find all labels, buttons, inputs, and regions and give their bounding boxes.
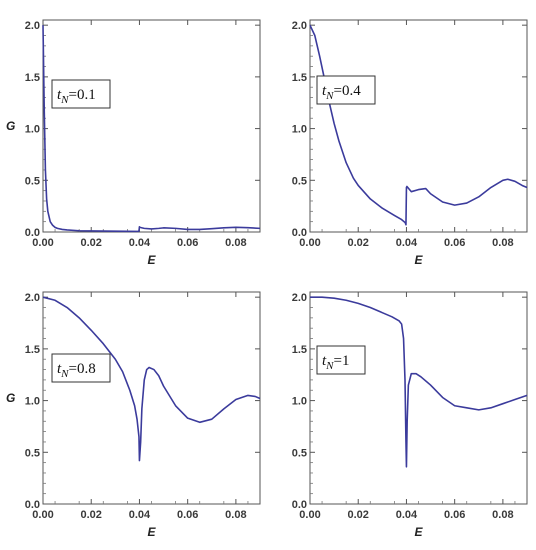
x-tick-label: 0.02 xyxy=(81,509,102,521)
annotation-box xyxy=(316,75,376,105)
x-tick-label: 0.04 xyxy=(396,237,418,249)
x-axis-label: E xyxy=(414,253,423,267)
annotation-box xyxy=(51,79,111,109)
plot-frame xyxy=(309,19,528,233)
y-tick-label: 2.0 xyxy=(25,292,40,304)
y-tick-label: 0.0 xyxy=(25,227,40,239)
x-tick-label: 0.02 xyxy=(348,509,369,521)
y-tick-label: 1.0 xyxy=(25,124,40,136)
y-tick-label: 0.0 xyxy=(292,499,307,511)
x-tick-label: 0.08 xyxy=(225,237,246,249)
y-tick-label: 0.0 xyxy=(25,499,40,511)
plot-frame xyxy=(42,19,261,233)
y-tick-label: 1.5 xyxy=(25,72,40,84)
x-axis-label: E xyxy=(147,253,156,267)
x-tick-label: 0.08 xyxy=(492,509,513,521)
annotation-text: tN=0.4 xyxy=(322,83,361,102)
x-tick-label: 0.02 xyxy=(81,237,102,249)
x-tick-label: 0.00 xyxy=(32,237,53,249)
annotation-box xyxy=(316,345,366,375)
y-tick-label: 0.0 xyxy=(292,227,307,239)
plot-frame xyxy=(309,291,528,505)
series-line xyxy=(42,25,261,233)
x-tick-label: 0.04 xyxy=(129,237,151,249)
x-tick-label: 0.02 xyxy=(348,237,369,249)
y-tick-label: 1.5 xyxy=(25,344,40,356)
y-tick-label: 2.0 xyxy=(25,20,40,32)
panel-4: 0.00 0.02 0.04 0.06 0.08 0.0 0.5 1.0 1.5 2.0 EtN=1 xyxy=(292,291,528,539)
x-tick-label: 0.06 xyxy=(177,237,198,249)
x-axis-label: E xyxy=(147,525,156,539)
panel-2: 0.00 0.02 0.04 0.06 0.08 0.0 0.5 1.0 1.5 2.0 EtN=0… xyxy=(292,19,528,267)
x-tick-label: 0.04 xyxy=(129,509,151,521)
y-tick-label: 0.5 xyxy=(292,175,307,187)
x-tick-label: 0.08 xyxy=(225,509,246,521)
x-tick-label: 0.06 xyxy=(177,509,198,521)
x-tick-label: 0.00 xyxy=(299,237,320,249)
y-tick-label: 0.5 xyxy=(25,447,40,459)
y-tick-label: 1.0 xyxy=(25,396,40,408)
plot-frame xyxy=(42,291,261,505)
y-tick-label: 0.5 xyxy=(25,175,40,187)
panel-3: 0.00 0.02 0.04 0.06 0.08 0.0 0.5 1.0 1.5 2.0 E GtN=… xyxy=(6,291,261,539)
x-tick-label: 0.06 xyxy=(444,509,465,521)
annotation-text: tN=1 xyxy=(322,353,349,372)
annotation-text: tN=0.8 xyxy=(57,361,96,380)
series-line xyxy=(309,24,528,226)
series-line xyxy=(42,296,261,462)
y-axis-label: G xyxy=(6,391,15,405)
x-tick-label: 0.04 xyxy=(396,509,418,521)
x-axis-label: E xyxy=(414,525,423,539)
y-tick-label: 1.5 xyxy=(292,344,307,356)
panel-1: 0.00 0.02 0.04 0.06 0.08 0.0 0.5 1.0 1.5 2.0 E GtN=… xyxy=(6,19,261,267)
y-tick-label: 2.0 xyxy=(292,292,307,304)
y-tick-label: 0.5 xyxy=(292,447,307,459)
y-tick-label: 1.0 xyxy=(292,396,307,408)
x-tick-label: 0.08 xyxy=(492,237,513,249)
x-tick-label: 0.00 xyxy=(299,509,320,521)
y-tick-label: 1.5 xyxy=(292,72,307,84)
y-tick-label: 2.0 xyxy=(292,20,307,32)
annotation-box xyxy=(51,353,111,383)
annotation-text: tN=0.1 xyxy=(57,87,96,106)
y-axis-label: G xyxy=(6,119,15,133)
y-tick-label: 1.0 xyxy=(292,124,307,136)
x-tick-label: 0.06 xyxy=(444,237,465,249)
series-line xyxy=(310,296,528,468)
x-tick-label: 0.00 xyxy=(32,509,53,521)
